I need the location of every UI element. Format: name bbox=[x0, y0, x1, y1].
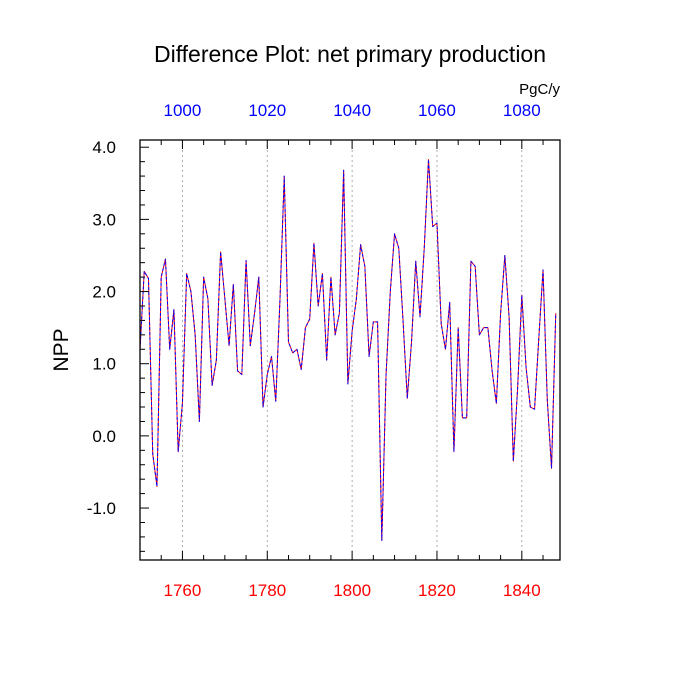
series-red-line bbox=[139, 158, 557, 542]
x-tick-label-1780: 1780 bbox=[248, 581, 286, 600]
top-tick-label-1060: 1060 bbox=[418, 101, 456, 120]
top-tick-label-1040: 1040 bbox=[333, 101, 371, 120]
x-tick-label-1760: 1760 bbox=[164, 581, 202, 600]
y-tick-label-2: 2.0 bbox=[92, 283, 116, 302]
y-tick-label-4: 4.0 bbox=[92, 138, 116, 157]
top-tick-label-1080: 1080 bbox=[503, 101, 541, 120]
x-tick-label-1840: 1840 bbox=[503, 581, 541, 600]
y-tick-label-3: 3.0 bbox=[92, 210, 116, 229]
units-label: PgC/y bbox=[519, 81, 560, 98]
y-tick-label-1: 1.0 bbox=[92, 355, 116, 374]
plot-frame bbox=[139, 139, 561, 561]
top-tick-label-1020: 1020 bbox=[248, 101, 286, 120]
series-blue-line bbox=[139, 158, 557, 542]
y-tick-label--1: -1.0 bbox=[87, 499, 116, 518]
chart-title: Difference Plot: net primary production bbox=[154, 41, 546, 67]
x-tick-label-1800: 1800 bbox=[333, 581, 371, 600]
top-tick-label-1000: 1000 bbox=[164, 101, 202, 120]
y-tick-label-0: 0.0 bbox=[92, 427, 116, 446]
x-tick-label-1820: 1820 bbox=[418, 581, 456, 600]
y-axis-title: NPP bbox=[50, 328, 73, 371]
